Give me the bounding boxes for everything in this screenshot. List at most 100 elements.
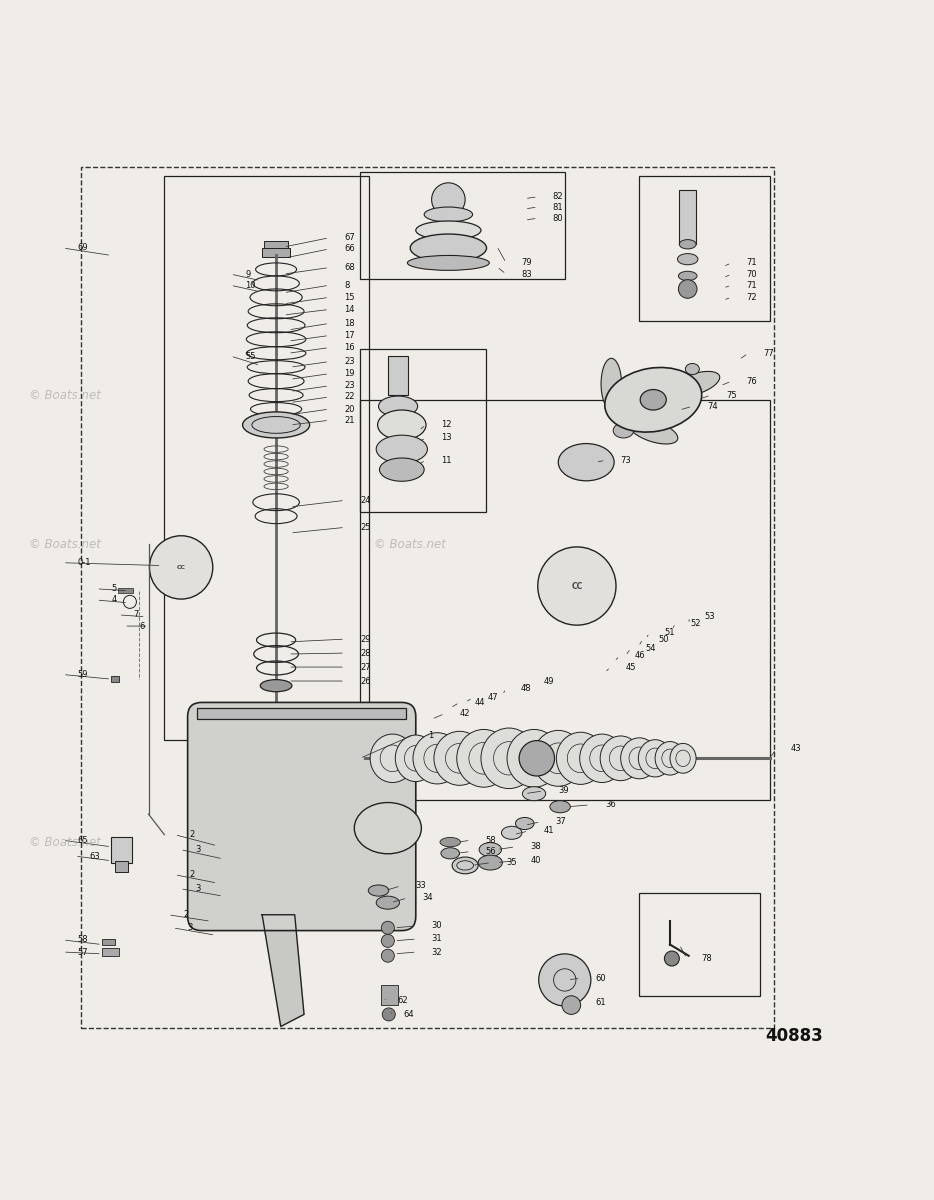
Text: © Boats.net: © Boats.net [29, 538, 101, 551]
Bar [118, 588, 133, 593]
Text: 74: 74 [707, 402, 718, 410]
Ellipse shape [677, 253, 698, 265]
Text: 18: 18 [344, 319, 355, 328]
Ellipse shape [424, 208, 473, 222]
Bar [360, 348, 486, 511]
Ellipse shape [532, 731, 584, 786]
Text: 8: 8 [344, 281, 349, 289]
Polygon shape [262, 914, 304, 1026]
Ellipse shape [519, 740, 555, 776]
Ellipse shape [559, 444, 615, 481]
Text: 68: 68 [344, 263, 355, 272]
Text: 21: 21 [344, 415, 355, 425]
Text: 2: 2 [183, 911, 189, 919]
Text: 49: 49 [544, 678, 554, 686]
FancyBboxPatch shape [188, 702, 416, 930]
Text: 71: 71 [746, 281, 757, 289]
Circle shape [539, 954, 591, 1006]
Bar [102, 948, 119, 955]
Text: 2: 2 [190, 870, 195, 880]
Bar [360, 400, 770, 800]
Text: 15: 15 [344, 293, 355, 302]
Text: 77: 77 [763, 349, 774, 358]
Text: 31: 31 [432, 935, 442, 943]
Text: 40883: 40883 [765, 1027, 823, 1045]
Bar [164, 176, 369, 739]
Text: 48: 48 [521, 684, 531, 692]
Ellipse shape [478, 856, 502, 870]
Text: 58: 58 [78, 935, 89, 944]
Ellipse shape [261, 679, 292, 691]
Text: 61: 61 [596, 997, 606, 1007]
Ellipse shape [629, 419, 678, 444]
Text: 1: 1 [428, 731, 433, 739]
Text: 14: 14 [344, 305, 355, 314]
Text: 38: 38 [531, 842, 541, 851]
Text: 42: 42 [460, 709, 470, 718]
Ellipse shape [243, 412, 310, 438]
Text: 26: 26 [360, 677, 371, 685]
Text: 9: 9 [246, 270, 250, 278]
Ellipse shape [479, 842, 502, 857]
Text: 78: 78 [701, 954, 713, 964]
Ellipse shape [601, 359, 621, 409]
Text: 66: 66 [344, 245, 355, 253]
Text: 57: 57 [78, 948, 89, 956]
Circle shape [382, 1008, 395, 1021]
Bar [111, 836, 132, 863]
Text: 25: 25 [360, 523, 371, 532]
Text: 4: 4 [111, 595, 117, 605]
Text: 52: 52 [690, 619, 701, 628]
Ellipse shape [481, 728, 537, 788]
Text: 59: 59 [78, 670, 88, 679]
Text: 2: 2 [190, 830, 195, 839]
Text: 73: 73 [621, 456, 631, 464]
Text: 51: 51 [664, 628, 675, 637]
Ellipse shape [678, 271, 697, 281]
Ellipse shape [368, 884, 389, 896]
Ellipse shape [550, 800, 571, 812]
Text: 37: 37 [556, 817, 566, 826]
Bar [80, 167, 774, 1028]
Text: 24: 24 [360, 496, 371, 505]
Text: 32: 32 [432, 948, 442, 956]
Text: 58: 58 [486, 835, 496, 845]
Ellipse shape [452, 857, 478, 874]
Ellipse shape [655, 742, 685, 775]
Text: 69: 69 [78, 244, 89, 252]
Text: © Boats.net: © Boats.net [29, 835, 101, 848]
Circle shape [149, 535, 213, 599]
Text: 83: 83 [521, 270, 531, 278]
Ellipse shape [557, 732, 605, 785]
Circle shape [381, 922, 394, 935]
Circle shape [381, 949, 394, 962]
Ellipse shape [634, 407, 653, 420]
Text: 71: 71 [746, 258, 757, 268]
Ellipse shape [457, 730, 511, 787]
Text: 5: 5 [111, 584, 117, 593]
Bar [111, 677, 119, 682]
Text: 76: 76 [746, 377, 757, 385]
Bar [197, 708, 406, 719]
Bar [264, 241, 289, 251]
Text: 72: 72 [746, 293, 757, 302]
Text: 65: 65 [78, 835, 89, 845]
Text: 40: 40 [531, 857, 541, 865]
Text: 60: 60 [596, 973, 606, 983]
Text: 19: 19 [344, 370, 355, 378]
Ellipse shape [654, 394, 671, 406]
Text: 12: 12 [441, 420, 451, 430]
Ellipse shape [507, 730, 561, 787]
Text: 79: 79 [521, 258, 531, 268]
Text: 54: 54 [645, 644, 657, 653]
Text: 45: 45 [625, 662, 636, 672]
Text: 22: 22 [344, 392, 355, 402]
Ellipse shape [441, 847, 460, 859]
Ellipse shape [672, 380, 686, 391]
Text: 82: 82 [553, 192, 563, 202]
Ellipse shape [621, 738, 658, 779]
Ellipse shape [378, 396, 417, 416]
Ellipse shape [671, 372, 720, 396]
Circle shape [678, 280, 697, 299]
Ellipse shape [679, 240, 696, 248]
